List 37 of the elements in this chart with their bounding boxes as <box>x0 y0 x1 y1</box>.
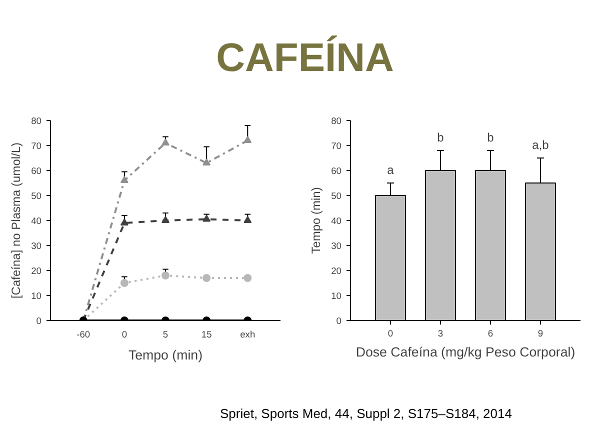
annotation: b <box>487 130 494 144</box>
x-tick-label: exh <box>240 330 256 340</box>
y-tick-label: 40 <box>31 216 42 226</box>
x-tick-label: 0 <box>122 330 128 340</box>
text: Spriet, Sports Med, 44, Suppl 2, S175–S184, 2014 <box>220 405 512 423</box>
chart-title: CAFEÍNA <box>216 34 394 82</box>
y-tick-label: 0 <box>36 316 42 326</box>
annotation: a <box>387 163 394 177</box>
x-tick-label: 9 <box>538 328 544 338</box>
y-tick-label: 10 <box>31 291 42 301</box>
x-tick-label: -60 <box>76 330 90 340</box>
y-tick-label: 20 <box>31 266 42 276</box>
y-tick-label: 80 <box>331 116 342 126</box>
x-axis-title: Dose Cafeína (mg/kg Peso Corporal) <box>356 344 576 360</box>
x-tick-label: 6 <box>488 328 494 338</box>
x-tick-label: 3 <box>438 328 444 338</box>
x-tick-label: 0 <box>388 328 394 338</box>
y-tick-label: 10 <box>331 291 342 301</box>
y-tick-label: 70 <box>31 141 42 151</box>
y-tick-label: 50 <box>331 191 342 201</box>
y-axis-title: Tempo (min) <box>309 187 324 254</box>
y-tick-label: 0 <box>336 316 342 326</box>
y-tick-label: 20 <box>331 266 342 276</box>
y-tick-label: 80 <box>31 116 42 126</box>
y-tick-label: 60 <box>31 166 42 176</box>
y-axis-title: [Cafeína] no Plasma (umol/L) <box>9 142 24 299</box>
x-axis-title: Tempo (min) <box>128 348 203 362</box>
annotation: b <box>437 130 444 144</box>
y-tick-label: 50 <box>31 191 42 201</box>
y-tick-label: 40 <box>331 216 342 226</box>
y-tick-label: 60 <box>331 166 342 176</box>
x-tick-label: 15 <box>201 330 212 340</box>
y-tick-label: 30 <box>331 241 342 251</box>
y-tick-label: 30 <box>31 241 42 251</box>
x-tick-label: 5 <box>162 330 168 340</box>
annotation: a,b <box>532 138 550 152</box>
y-tick-label: 70 <box>331 141 342 151</box>
